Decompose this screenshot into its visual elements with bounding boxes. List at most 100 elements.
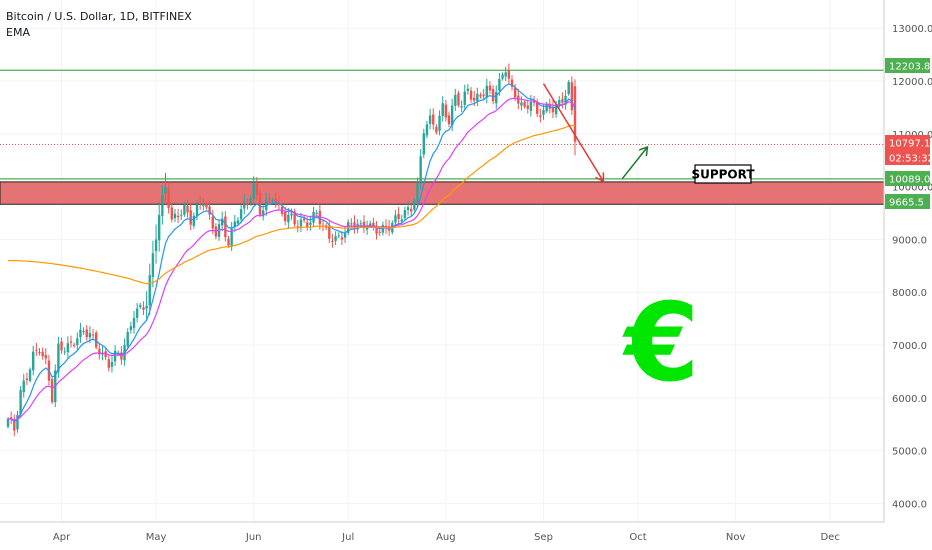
candle-body [309, 222, 312, 225]
candle-body [91, 334, 95, 336]
candle-body [72, 344, 76, 346]
price-tag-label: 9665.5 [889, 198, 924, 209]
candle-body [44, 355, 47, 359]
ema-mid-line [8, 97, 576, 421]
candle-body [255, 183, 259, 196]
candle-body [353, 222, 356, 228]
candle-body [164, 186, 167, 194]
candle-body [517, 95, 520, 104]
candle-body [239, 209, 243, 220]
candle-body [526, 105, 529, 109]
candle-body [554, 105, 558, 115]
candle-body [369, 223, 372, 226]
candle-body [296, 226, 299, 228]
candle-body [139, 305, 142, 308]
candle-body [438, 115, 441, 131]
candle-body [63, 351, 66, 353]
candle-body [151, 253, 155, 277]
candle-body [35, 349, 38, 351]
candle-body [306, 222, 309, 227]
candle-body [488, 85, 492, 91]
symbol-title: Bitcoin / U.S. Dollar, 1D, BITFINEX [6, 10, 192, 23]
price-tag-label: 02:53:32 [889, 154, 932, 165]
candle-body [246, 203, 249, 206]
candle-body [284, 212, 287, 222]
candle-body [22, 380, 25, 392]
candle-body [16, 414, 19, 430]
candle-body [41, 351, 44, 357]
candle-body [457, 93, 460, 106]
support-label-text: SUPPORT [691, 168, 755, 182]
candle-body [337, 235, 340, 237]
candle-body [318, 210, 322, 225]
candle-body [466, 88, 470, 91]
price-tag-label: 12203.8 [889, 62, 930, 73]
candle-body [104, 351, 107, 358]
candle-body [463, 91, 466, 106]
candle-body [148, 275, 151, 306]
candle-body [501, 74, 504, 79]
candle-body [180, 214, 183, 216]
candle-body [564, 95, 567, 105]
up-arrow[interactable] [621, 147, 647, 180]
candle-body [161, 195, 164, 216]
price-tick-label: 7000.0 [892, 341, 927, 352]
candle-body [551, 106, 555, 113]
candle-body [542, 110, 545, 115]
candle-body [211, 216, 214, 229]
candle-body [536, 102, 539, 114]
candle-body [32, 351, 35, 371]
candle-body [491, 88, 495, 102]
candle-body [473, 97, 476, 101]
candle-body [523, 102, 526, 107]
candle-body [428, 115, 432, 124]
candle-body [529, 101, 533, 111]
price-tick-label: 5000.0 [892, 447, 927, 458]
price-tick-label: 9000.0 [892, 235, 927, 246]
down-arrow[interactable] [542, 83, 604, 182]
time-tick-label: Nov [726, 532, 746, 543]
euro-icon: € [621, 281, 699, 406]
ema-fast-line [7, 83, 576, 422]
candle-body [101, 352, 104, 355]
candle-body [558, 100, 561, 105]
candle-body [410, 208, 413, 212]
candle-body [293, 211, 296, 225]
candle-body [290, 213, 293, 216]
candle-body [510, 79, 514, 87]
candle-body [50, 379, 54, 403]
candle-body [249, 198, 252, 204]
time-tick-label: Jun [245, 532, 262, 543]
candle-body [513, 87, 517, 98]
ema-slow-line [7, 124, 576, 285]
candle-body [476, 93, 479, 102]
candle-body [265, 199, 268, 211]
candle-body [375, 228, 378, 234]
candle-body [261, 210, 265, 217]
candle-body [419, 156, 422, 184]
candle-body [378, 231, 381, 233]
candle-body [381, 224, 385, 233]
candle-body [221, 218, 224, 226]
candle-body [195, 204, 199, 217]
candle-body [485, 85, 488, 98]
candle-body [252, 182, 255, 200]
candle-body [441, 103, 444, 116]
candle-body [82, 331, 85, 333]
price-tag: 10797.1 [885, 135, 930, 150]
support-label[interactable]: SUPPORT [691, 164, 755, 184]
candle-body [302, 218, 306, 221]
candle-body [186, 205, 189, 213]
candle-body [274, 198, 277, 203]
candle-body [192, 215, 196, 226]
candle-body [154, 239, 158, 252]
candle-body [19, 390, 22, 415]
candle-body [173, 213, 177, 219]
candle-body [340, 237, 344, 240]
candle-body [202, 203, 205, 207]
price-tick-label: 12000.0 [892, 77, 932, 88]
candle-body [315, 212, 318, 214]
price-tag: 10089.0 [885, 171, 930, 186]
candle-body [243, 201, 246, 209]
